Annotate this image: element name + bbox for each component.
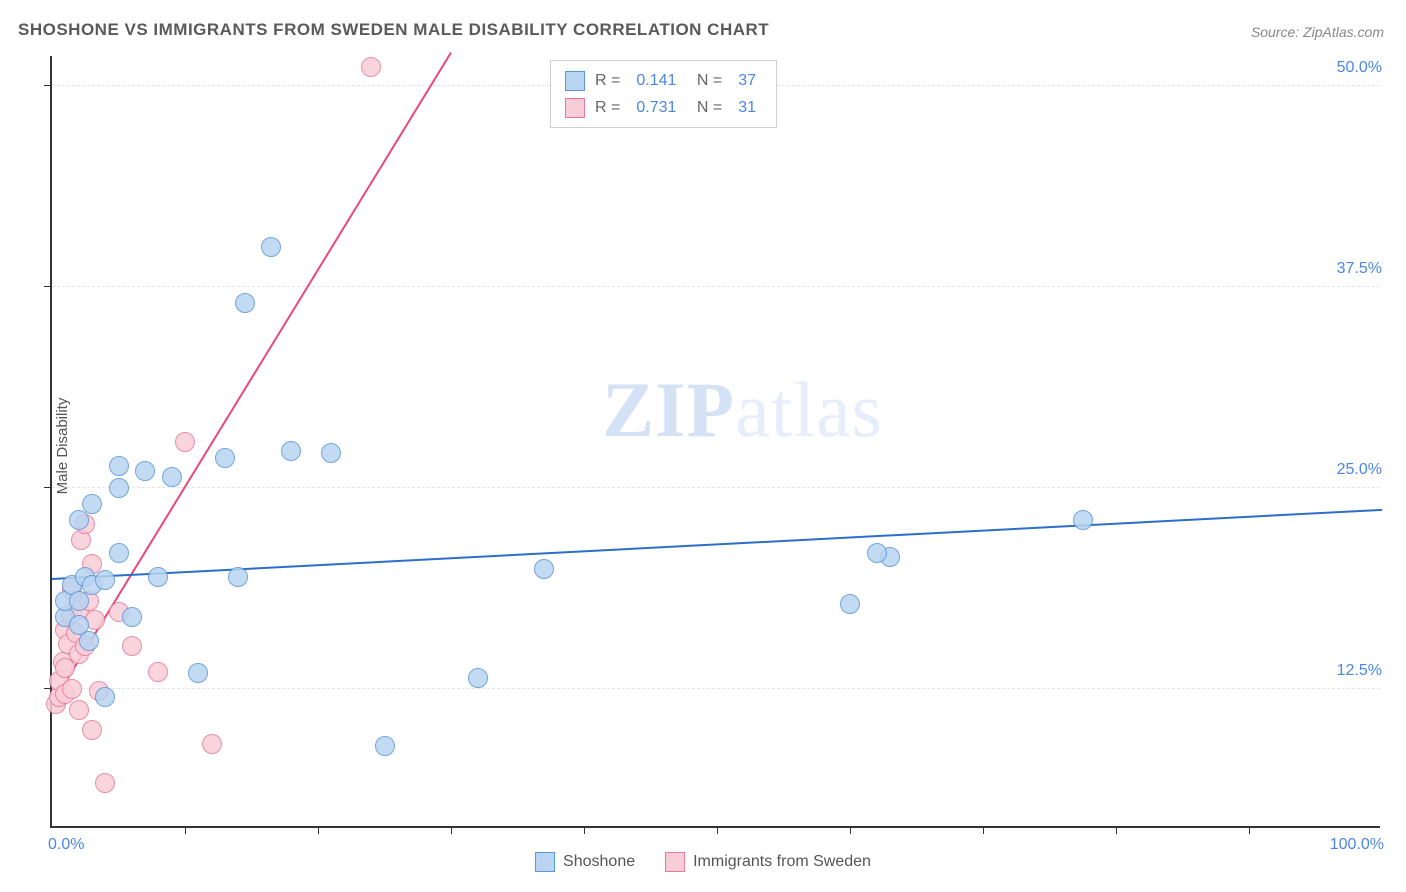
legend-item-shoshone: Shoshone [535,852,635,872]
sweden-marker [202,734,222,754]
shoshone-marker [69,510,89,530]
watermark: ZIPatlas [602,365,883,455]
shoshone-marker [135,461,155,481]
shoshone-marker [321,443,341,463]
legend-item-sweden: Immigrants from Sweden [665,852,871,872]
n-value: 31 [738,94,756,121]
shoshone-marker [281,441,301,461]
sweden-marker [361,57,381,77]
legend-swatch [565,71,585,91]
sweden-marker [82,720,102,740]
shoshone-marker [235,293,255,313]
shoshone-marker [109,478,129,498]
shoshone-marker [162,467,182,487]
correlation-legend: R = 0.141 N = 37 R = 0.731 N = 31 [550,60,777,128]
x-tick [850,826,851,834]
shoshone-marker [79,631,99,651]
shoshone-marker [148,567,168,587]
n-value: 37 [738,67,756,94]
r-label: R = [595,67,620,94]
shoshone-trendline [52,509,1382,580]
shoshone-marker [188,663,208,683]
x-tick [185,826,186,834]
r-label: R = [595,94,620,121]
chart-title: SHOSHONE VS IMMIGRANTS FROM SWEDEN MALE … [18,20,769,40]
sweden-marker [148,662,168,682]
shoshone-marker [261,237,281,257]
legend-swatch [535,852,555,872]
source-attribution: Source: ZipAtlas.com [1251,24,1384,40]
x-tick [983,826,984,834]
legend-row-sweden: R = 0.731 N = 31 [565,94,762,121]
shoshone-marker [534,559,554,579]
shoshone-marker [69,591,89,611]
x-tick-label: 0.0% [48,836,84,854]
shoshone-marker [867,543,887,563]
shoshone-marker [95,570,115,590]
r-value: 0.141 [636,67,676,94]
shoshone-marker [82,494,102,514]
y-tick-label: 12.5% [1337,662,1382,680]
gridline [52,688,1380,689]
shoshone-marker [109,543,129,563]
y-tick-label: 37.5% [1337,260,1382,278]
y-tick-label: 50.0% [1337,59,1382,77]
n-label: N = [692,67,722,94]
x-tick-label: 100.0% [1330,836,1384,854]
sweden-marker [69,700,89,720]
x-tick [1249,826,1250,834]
shoshone-marker [468,668,488,688]
shoshone-marker [228,567,248,587]
series-legend: Shoshone Immigrants from Sweden [535,852,871,872]
x-tick [451,826,452,834]
y-tick-label: 25.0% [1337,461,1382,479]
legend-label: Immigrants from Sweden [693,853,871,871]
x-tick [584,826,585,834]
legend-row-shoshone: R = 0.141 N = 37 [565,67,762,94]
r-value: 0.731 [636,94,676,121]
legend-swatch [565,98,585,118]
shoshone-marker [109,456,129,476]
gridline [52,487,1380,488]
shoshone-marker [122,607,142,627]
sweden-marker [175,432,195,452]
sweden-marker [95,773,115,793]
legend-label: Shoshone [563,853,635,871]
shoshone-marker [840,594,860,614]
shoshone-marker [215,448,235,468]
scatter-plot-area: ZIPatlas 12.5%25.0%37.5%50.0%0.0%100.0% [50,56,1380,828]
legend-swatch [665,852,685,872]
shoshone-marker [1073,510,1093,530]
shoshone-marker [95,687,115,707]
sweden-marker [122,636,142,656]
n-label: N = [692,94,722,121]
shoshone-marker [375,736,395,756]
gridline [52,286,1380,287]
x-tick [717,826,718,834]
x-tick [1116,826,1117,834]
sweden-marker [62,679,82,699]
x-tick [318,826,319,834]
